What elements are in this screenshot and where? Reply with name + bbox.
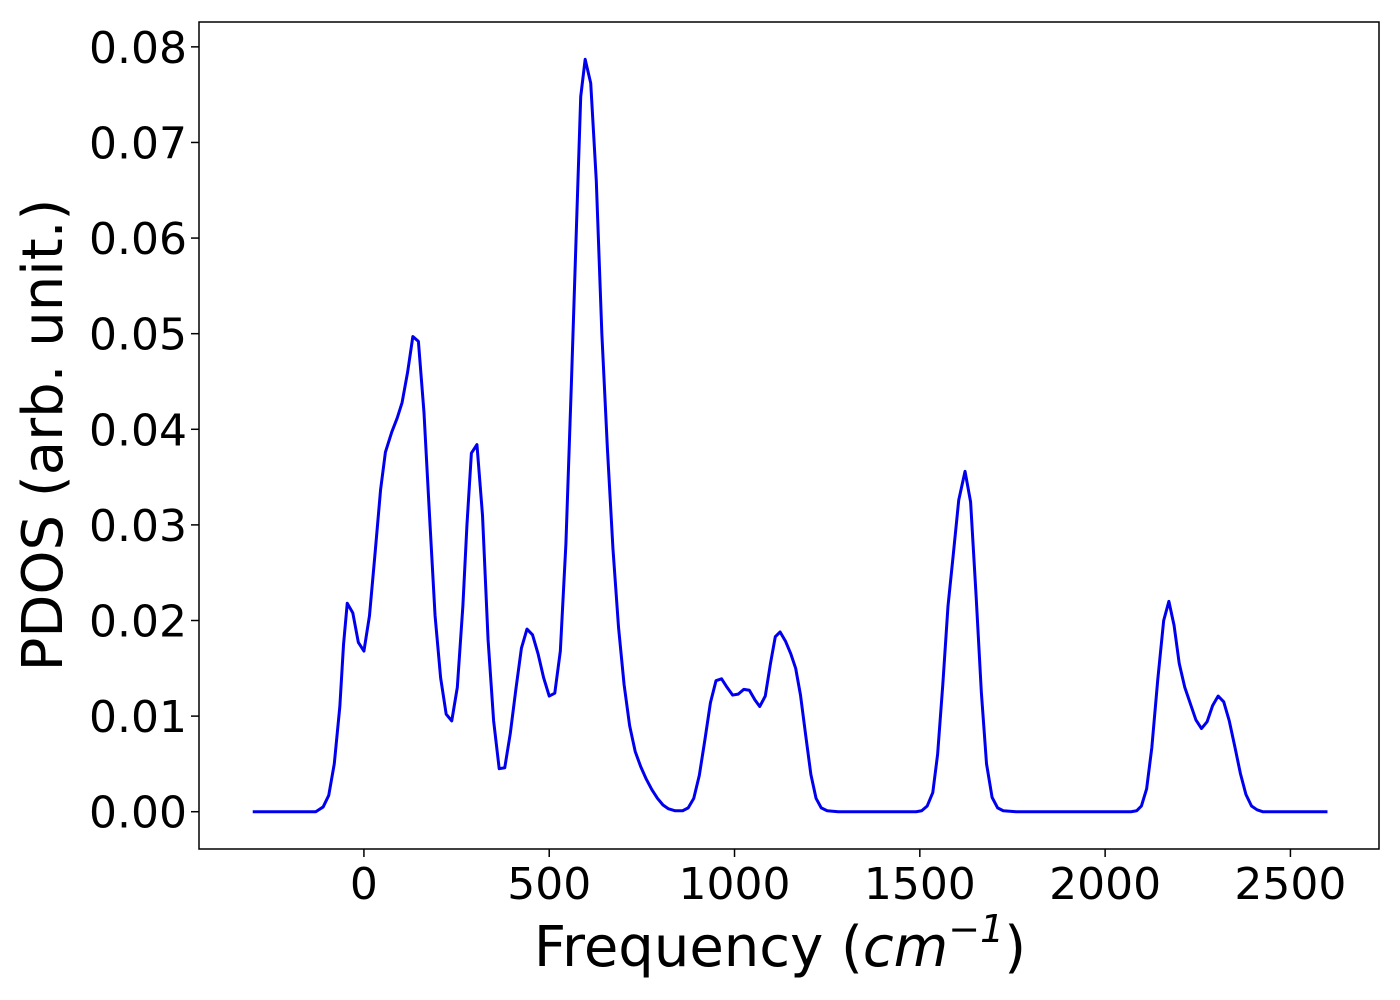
x-tick-label: 2000	[1049, 859, 1161, 910]
y-tick-label: 0.00	[89, 788, 187, 839]
y-tick-label: 0.02	[89, 596, 187, 647]
plot-frame	[198, 21, 1380, 850]
x-label-exponent: −1	[948, 907, 1004, 951]
x-label-close: )	[1004, 915, 1026, 980]
y-tick-label: 0.03	[89, 501, 187, 552]
x-tick-label: 1000	[679, 859, 791, 910]
x-tick-label: 500	[507, 859, 591, 910]
x-tick-label: 2500	[1234, 859, 1346, 910]
x-label-text: Frequency (	[534, 915, 863, 980]
x-tick-label: 0	[350, 859, 378, 910]
x-label-unit: cm	[863, 915, 948, 980]
y-tick-label: 0.04	[89, 405, 187, 456]
x-axis-label: Frequency (cm−1)	[534, 907, 1026, 980]
y-axis-label: PDOS (arb. unit.)	[11, 199, 76, 672]
y-tick-label: 0.01	[89, 692, 187, 743]
x-tick-label: 1500	[864, 859, 976, 910]
y-tick-label: 0.07	[89, 118, 187, 169]
y-tick-label: 0.08	[89, 23, 187, 74]
y-tick-label: 0.06	[89, 214, 187, 265]
y-tick-label: 0.05	[89, 310, 187, 361]
series-line	[252, 57, 1328, 814]
